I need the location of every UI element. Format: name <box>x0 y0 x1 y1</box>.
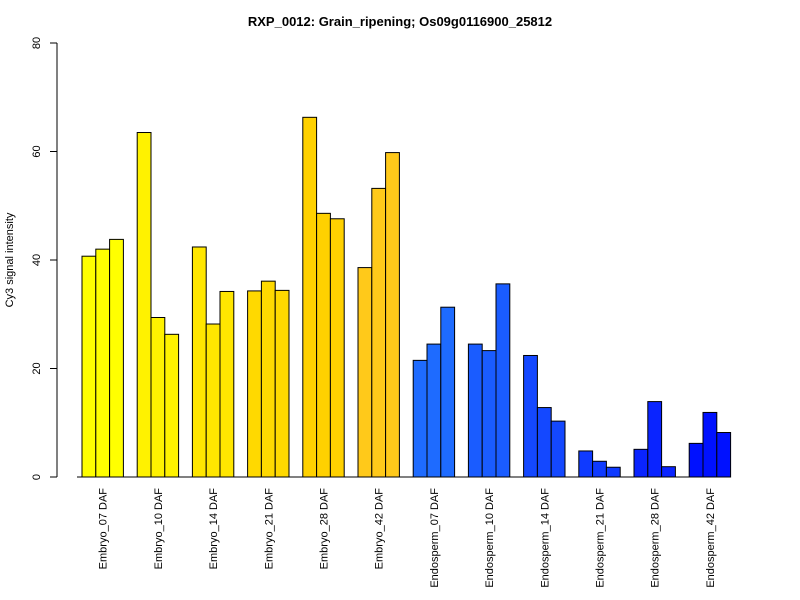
bar <box>164 333 180 478</box>
y-tick-label: 20 <box>31 362 43 374</box>
bar <box>647 401 663 478</box>
bar <box>191 246 207 478</box>
bars-layer <box>81 116 732 478</box>
bar <box>329 218 345 478</box>
bar <box>481 350 497 478</box>
x-tick-label: Embryo_14 DAF <box>208 488 220 570</box>
bar <box>716 432 732 478</box>
bar <box>523 354 538 478</box>
bar <box>247 290 262 478</box>
x-tick-label: Endosperm_42 DAF <box>705 488 717 588</box>
bar <box>81 255 97 478</box>
bar <box>109 238 124 478</box>
x-tick-label: Embryo_21 DAF <box>263 488 275 570</box>
bar <box>136 132 152 478</box>
bar <box>633 448 649 478</box>
x-tick-label: Embryo_42 DAF <box>374 488 386 570</box>
bar <box>385 152 400 478</box>
bar <box>412 359 428 478</box>
x-tick-label: Embryo_10 DAF <box>153 488 165 570</box>
x-tick-label: Endosperm_07 DAF <box>429 488 441 588</box>
bar <box>550 420 566 478</box>
x-tick-label: Embryo_07 DAF <box>98 488 110 570</box>
y-axis-label: Cy3 signal intensity <box>4 212 16 307</box>
x-tick-label: Endosperm_28 DAF <box>650 488 662 588</box>
bar <box>578 450 594 478</box>
bar <box>426 343 442 478</box>
bar <box>274 289 290 478</box>
bar <box>95 248 111 478</box>
bar <box>702 411 718 478</box>
y-tick-label: 40 <box>31 254 43 266</box>
bar <box>219 290 235 478</box>
x-tick-label: Endosperm_21 DAF <box>595 488 607 588</box>
x-axis: Embryo_07 DAF Embryo_10 DAF Embryo_14 DAF E… <box>77 476 731 588</box>
y-tick-label: 80 <box>31 37 43 49</box>
bar <box>440 306 456 478</box>
y-axis: 0 20 40 60 80 <box>31 37 58 480</box>
bar <box>150 317 166 478</box>
y-tick-label: 0 <box>31 474 43 480</box>
bar <box>357 267 373 478</box>
bar <box>495 283 511 478</box>
bar <box>467 343 483 478</box>
bar <box>316 212 331 478</box>
bar <box>661 466 676 478</box>
bar <box>260 280 276 478</box>
bar <box>592 460 607 478</box>
bar <box>536 407 552 478</box>
bar <box>605 466 621 478</box>
chart-title: RXP_0012: Grain_ripening; Os09g0116900_2… <box>248 14 552 29</box>
bar <box>205 323 221 478</box>
y-tick-label: 60 <box>31 145 43 157</box>
bar <box>371 187 387 478</box>
x-tick-label: Endosperm_10 DAF <box>484 488 496 588</box>
bar <box>302 116 318 478</box>
bar <box>688 442 704 478</box>
x-tick-label: Endosperm_14 DAF <box>539 488 551 588</box>
x-tick-label: Embryo_28 DAF <box>319 488 331 570</box>
